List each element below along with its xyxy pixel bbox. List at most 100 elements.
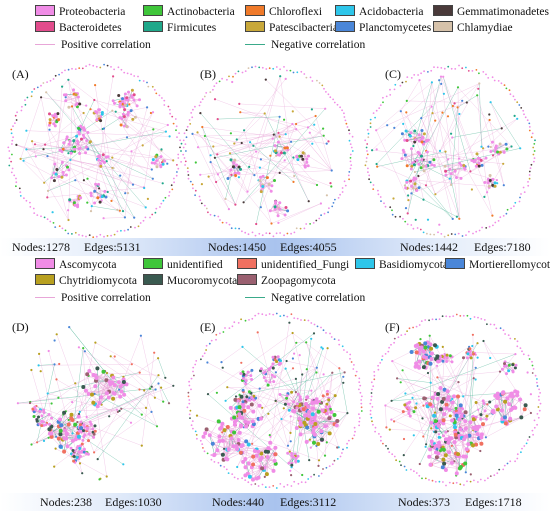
network-node: [52, 78, 55, 80]
network-node: [270, 184, 274, 188]
network-edge: [32, 141, 152, 170]
network-node: [40, 84, 42, 87]
network-node: [171, 188, 174, 191]
network-node: [131, 117, 135, 121]
network-node: [453, 169, 457, 173]
network-node: [413, 140, 417, 144]
network-node: [132, 98, 136, 102]
network-node: [424, 164, 428, 168]
network-node: [334, 198, 336, 201]
network-node: [272, 235, 275, 238]
network-node: [457, 466, 462, 471]
network-node: [533, 160, 535, 163]
bacteria-legend: Proteobacteria Actinobacteria Chloroflex…: [0, 0, 550, 52]
network-node: [403, 153, 407, 157]
network-node: [348, 171, 351, 173]
network-node: [487, 145, 490, 148]
network-node: [373, 371, 376, 373]
network-node: [532, 153, 535, 156]
network-node: [291, 110, 294, 113]
network-node: [259, 175, 262, 179]
node-count-d: Nodes:238: [40, 495, 92, 509]
network-node: [430, 163, 434, 167]
network-node: [485, 73, 487, 76]
network-node: [48, 112, 51, 116]
network-node: [331, 205, 334, 208]
network-node: [437, 231, 439, 234]
network-node: [118, 104, 122, 108]
network-node: [158, 94, 161, 97]
legend-item: Bacteroidetes: [35, 21, 122, 35]
network-node: [458, 217, 461, 220]
legend-label: Chloroflexi: [269, 6, 323, 18]
network-node: [417, 162, 421, 166]
network-node: [184, 143, 187, 146]
network-node: [129, 109, 133, 113]
network-node: [277, 131, 280, 134]
network-edge: [56, 334, 87, 418]
network-node: [173, 177, 175, 180]
network-node: [493, 323, 496, 326]
network-node: [189, 180, 192, 183]
network-node: [121, 210, 125, 213]
network-node: [422, 169, 426, 173]
network-edge: [120, 114, 129, 126]
network-node: [192, 187, 194, 190]
network-node: [387, 447, 389, 450]
network-node: [185, 150, 187, 152]
network-node: [44, 143, 47, 146]
network-edge: [89, 142, 124, 212]
network-node: [436, 376, 439, 379]
network-node: [370, 399, 372, 401]
network-node: [404, 207, 408, 210]
network-node: [123, 229, 126, 232]
network-node: [100, 199, 103, 202]
network-edge: [126, 97, 140, 100]
network-node: [34, 155, 37, 158]
network-node: [237, 171, 241, 175]
network-edge: [376, 83, 480, 131]
network-node: [177, 153, 180, 156]
legend-item: Proteobacteria: [35, 5, 125, 19]
network-node: [308, 131, 311, 134]
network-node: [99, 119, 103, 123]
network-node: [434, 430, 438, 434]
network-edge: [65, 97, 153, 179]
network-node: [66, 165, 69, 169]
network-node: [452, 315, 455, 317]
network-node: [151, 213, 154, 216]
network-node: [213, 98, 217, 101]
network-edge: [197, 132, 272, 224]
network-node: [369, 126, 372, 128]
network-node: [183, 132, 186, 135]
network-edge: [65, 89, 74, 101]
negative-line-swatch: [245, 44, 265, 45]
network-edge: [17, 397, 59, 404]
network-edge: [36, 405, 142, 446]
network-node: [278, 201, 282, 205]
network-node: [428, 319, 430, 322]
network-node: [171, 115, 174, 118]
network-node: [539, 402, 542, 405]
network-node: [373, 378, 376, 381]
network-edge: [63, 140, 78, 150]
legend-label: Planctomycetes: [359, 22, 432, 34]
network-edge: [389, 429, 464, 432]
legend-swatch: [35, 5, 55, 16]
network-node: [434, 455, 439, 460]
network-node: [447, 158, 450, 161]
network-node: [429, 381, 432, 384]
network-edge: [84, 351, 124, 377]
legend-swatch: [35, 258, 55, 269]
network-node: [484, 479, 486, 482]
network-node: [184, 160, 187, 163]
network-node: [106, 235, 109, 237]
legend-label: Chlamydiae: [457, 22, 513, 34]
legend-item: Acidobacteria: [335, 5, 424, 19]
network-node: [410, 224, 413, 226]
network-node: [526, 119, 529, 122]
network-node: [172, 122, 175, 125]
network-node: [391, 209, 393, 212]
network-node: [269, 154, 272, 157]
network-node: [82, 136, 86, 140]
